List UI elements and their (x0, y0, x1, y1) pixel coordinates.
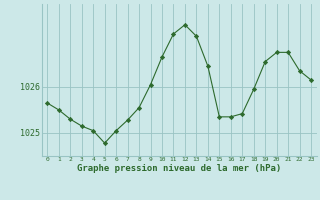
X-axis label: Graphe pression niveau de la mer (hPa): Graphe pression niveau de la mer (hPa) (77, 164, 281, 173)
